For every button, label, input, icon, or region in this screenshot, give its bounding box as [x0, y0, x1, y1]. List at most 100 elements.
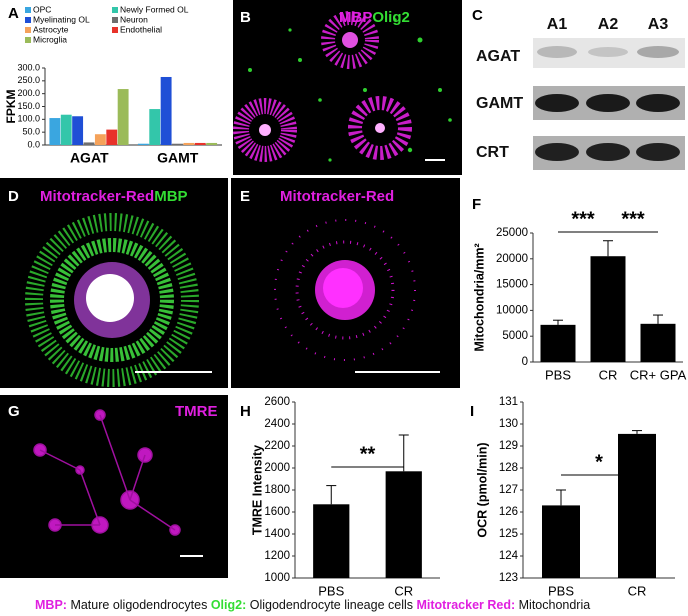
stain-label: Mitotracker-Red: [40, 188, 154, 205]
caption-term: Mitotracker Red:: [417, 598, 516, 612]
bar: [49, 118, 61, 145]
x-tick-label: GAMT: [157, 150, 199, 166]
legend-label: Myelinating OL: [33, 14, 90, 24]
y-tick-label: 1000: [264, 572, 290, 584]
legend-label: Neuron: [120, 14, 148, 24]
stain-label: MBP: [154, 188, 187, 205]
bar: [194, 142, 206, 145]
y-tick-label: 20000: [496, 253, 528, 265]
bar: [640, 323, 676, 362]
western-blot: [533, 38, 685, 170]
panel-label: C: [472, 7, 483, 24]
stain-label: Mitotracker-Red: [280, 188, 394, 205]
significance-label: **: [360, 443, 376, 465]
panel-label: A: [8, 5, 19, 22]
bar: [618, 433, 656, 578]
stain-labels: Mitotracker-RedMBP: [40, 188, 188, 205]
panel-label: E: [240, 188, 250, 205]
micrograph-e: [231, 178, 460, 388]
legend-label: Microglia: [33, 34, 67, 44]
row-label: AGAT: [476, 48, 520, 65]
y-tick-label: 128: [499, 462, 518, 474]
significance-label: *: [595, 451, 603, 473]
stain-label: Olig2: [372, 9, 410, 26]
micrograph-d: [0, 178, 228, 388]
y-axis-label: TMRE Intensity: [250, 445, 264, 535]
y-tick-label: 1600: [264, 506, 290, 518]
y-tick-label: 300.0: [17, 62, 40, 72]
panel-label: H: [240, 403, 251, 420]
micrograph-g: [0, 395, 228, 578]
x-tick-label: CR: [394, 583, 413, 598]
x-tick-label: CR: [628, 583, 647, 598]
significance-label: ***: [571, 208, 595, 230]
bar: [83, 142, 95, 145]
x-tick-label: AGAT: [70, 150, 109, 166]
y-tick-label: 123: [499, 572, 518, 584]
y-tick-label: 2000: [264, 462, 290, 474]
caption-text: Mitochondria: [519, 598, 591, 612]
x-tick-label: CR: [599, 367, 618, 382]
bar: [106, 129, 118, 145]
legend-swatch: [112, 17, 118, 23]
panel-label: I: [470, 403, 474, 420]
caption-text: Mature oligodendrocytes: [70, 598, 207, 612]
legend-swatch: [112, 7, 118, 13]
legend-label: Endothelial: [120, 24, 162, 34]
bar: [117, 89, 129, 145]
y-tick-label: 10000: [496, 304, 528, 316]
caption-term: MBP:: [35, 598, 67, 612]
lane-label: A3: [648, 16, 669, 33]
y-tick-label: 0: [522, 356, 528, 368]
bar: [183, 142, 195, 145]
y-tick-label: 100.0: [17, 114, 40, 124]
y-tick-label: 5000: [502, 330, 528, 342]
y-tick-label: 131: [499, 396, 518, 408]
bar: [542, 505, 580, 578]
y-tick-label: 25000: [496, 227, 528, 239]
legend-swatch: [25, 7, 31, 13]
y-tick-label: 1400: [264, 528, 290, 540]
stain-label: MBP: [339, 9, 372, 26]
bar: [94, 134, 106, 145]
y-tick-label: 1800: [264, 484, 290, 496]
micrograph-b: [233, 0, 462, 175]
bar: [590, 256, 626, 362]
x-tick-label: PBS: [548, 583, 574, 598]
bar: [385, 471, 422, 578]
bar: [137, 143, 149, 145]
bar: [313, 504, 350, 578]
stain-label: TMRE: [175, 403, 218, 420]
bar: [172, 143, 183, 145]
y-tick-label: 126: [499, 506, 518, 518]
stain-labels: MBPOlig2: [339, 9, 410, 26]
bar: [160, 76, 172, 145]
lane-label: A1: [547, 16, 568, 33]
bar: [540, 324, 576, 362]
caption-text: Oligodendrocyte lineage cells: [250, 598, 413, 612]
y-tick-label: 250.0: [17, 75, 40, 85]
legend-swatch: [112, 27, 118, 33]
y-tick-label: 124: [499, 550, 519, 562]
legend-label: OPC: [33, 4, 51, 14]
legend-swatch: [25, 37, 31, 43]
x-tick-label: PBS: [545, 367, 571, 382]
significance-label: ***: [621, 208, 645, 230]
bar: [206, 142, 218, 145]
y-tick-label: 1200: [264, 550, 290, 562]
y-tick-label: 150.0: [17, 101, 40, 111]
y-axis-label: Mitochondria/mm²: [472, 243, 486, 351]
bar: [72, 116, 84, 145]
y-tick-label: 2200: [264, 440, 290, 452]
lane-label: A2: [598, 16, 619, 33]
y-tick-label: 130: [499, 418, 518, 430]
caption-term: Olig2:: [211, 598, 246, 612]
panel-label: F: [472, 196, 481, 213]
panel-label: D: [8, 188, 19, 205]
y-axis-label: OCR (pmol/min): [475, 442, 489, 537]
bar: [60, 114, 72, 145]
panel-label: G: [8, 403, 20, 420]
y-tick-label: 127: [499, 484, 518, 496]
y-tick-label: 200.0: [17, 88, 40, 98]
y-tick-label: 15000: [496, 279, 528, 291]
